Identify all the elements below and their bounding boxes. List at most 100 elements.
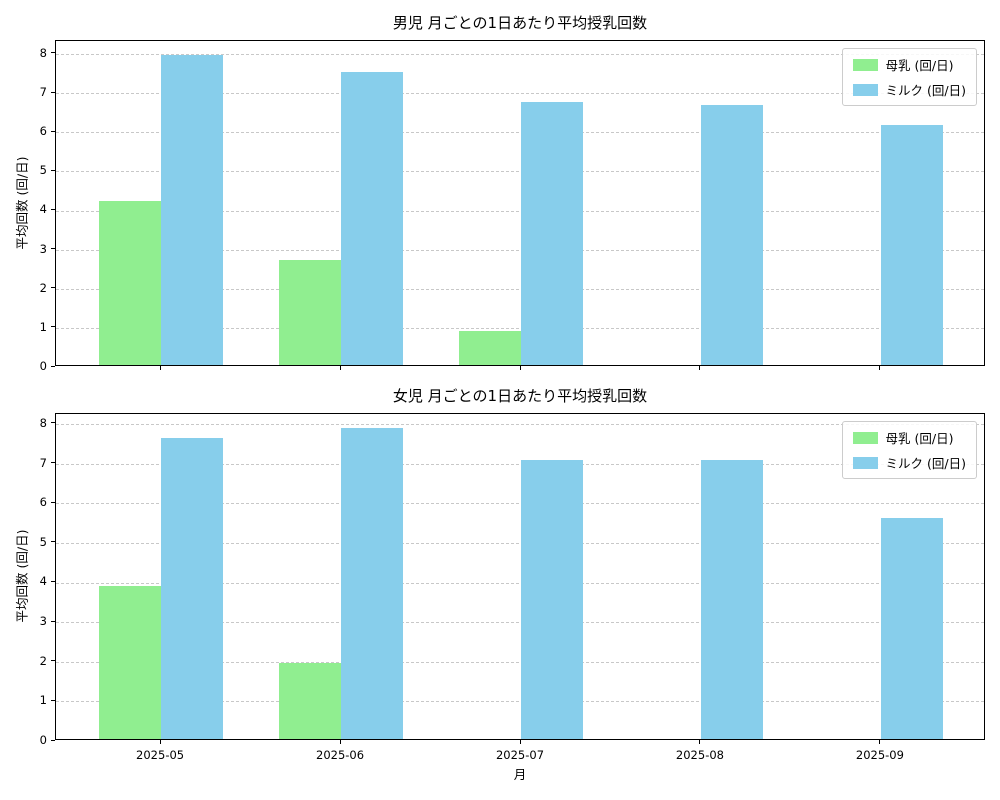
legend-item: ミルク (回/日) bbox=[852, 453, 966, 472]
bar-breast-2025-05 bbox=[99, 201, 162, 365]
y-tick-mark bbox=[51, 580, 55, 582]
legend: 母乳 (回/日) ミルク (回/日) bbox=[841, 48, 977, 106]
legend-item: ミルク (回/日) bbox=[852, 80, 966, 99]
y-tick-label: 0 bbox=[39, 733, 47, 747]
x-tick-label: 2025-07 bbox=[495, 748, 545, 762]
gridline-y1 bbox=[56, 701, 984, 703]
x-tick-mark bbox=[159, 366, 161, 370]
bar-breast-2025-05 bbox=[99, 585, 162, 739]
gridline-y4 bbox=[56, 210, 984, 212]
x-tick-mark bbox=[879, 740, 881, 744]
y-tick-label: 6 bbox=[39, 124, 47, 139]
gridline-y2 bbox=[56, 661, 984, 663]
x-tick-mark bbox=[159, 740, 161, 744]
gridline-y6 bbox=[56, 503, 984, 505]
y-tick-label: 3 bbox=[39, 241, 47, 256]
legend-label: ミルク (回/日) bbox=[885, 83, 966, 98]
x-axis-label: 月 bbox=[513, 767, 527, 782]
x-tick-mark bbox=[699, 740, 701, 744]
y-tick-mark bbox=[51, 501, 55, 503]
gridline-y5 bbox=[56, 542, 984, 544]
formula-milk-swatch-icon bbox=[852, 456, 878, 469]
y-tick-mark bbox=[51, 660, 55, 662]
y-tick-label: 2 bbox=[39, 653, 47, 668]
y-tick-label: 5 bbox=[39, 534, 47, 549]
y-tick-mark bbox=[51, 326, 55, 328]
gridline-y2 bbox=[56, 288, 984, 290]
y-tick-mark bbox=[51, 541, 55, 543]
bar-formula-2025-09 bbox=[880, 517, 943, 739]
x-tick-mark bbox=[519, 740, 521, 744]
gridline-y3 bbox=[56, 249, 984, 251]
chart-title-male: 男児 月ごとの1日あたり平均授乳回数 bbox=[392, 14, 648, 32]
gridline-y4 bbox=[56, 582, 984, 584]
gridline-y8 bbox=[56, 53, 984, 55]
plot-area-female: 母乳 (回/日) ミルク (回/日) bbox=[55, 413, 985, 740]
bar-breast-2025-06 bbox=[279, 662, 341, 739]
chart-title-female: 女児 月ごとの1日あたり平均授乳回数 bbox=[392, 387, 648, 405]
x-tick-mark bbox=[519, 366, 521, 370]
y-tick-label: 2 bbox=[39, 280, 47, 295]
breast-milk-swatch-icon bbox=[852, 58, 878, 71]
bar-formula-2025-09 bbox=[880, 124, 943, 365]
y-tick-label: 1 bbox=[39, 319, 47, 334]
y-tick-label: 8 bbox=[39, 45, 47, 60]
legend-item: 母乳 (回/日) bbox=[852, 55, 966, 74]
y-tick-mark bbox=[51, 130, 55, 132]
y-tick-label: 4 bbox=[39, 202, 47, 217]
y-tick-mark bbox=[51, 91, 55, 93]
y-tick-mark bbox=[51, 422, 55, 424]
legend-label: 母乳 (回/日) bbox=[885, 58, 954, 73]
x-tick-label: 2025-09 bbox=[855, 748, 904, 762]
y-tick-mark bbox=[51, 462, 55, 464]
y-tick-label: 0 bbox=[39, 359, 47, 373]
breast-milk-swatch-icon bbox=[852, 431, 878, 444]
bar-formula-2025-08 bbox=[701, 105, 763, 365]
gridline-y8 bbox=[56, 423, 984, 425]
x-tick-mark bbox=[699, 366, 701, 370]
gridline-y1 bbox=[56, 327, 984, 329]
legend-label: 母乳 (回/日) bbox=[885, 431, 954, 446]
y-tick-mark bbox=[51, 52, 55, 54]
y-tick-label: 4 bbox=[39, 574, 47, 589]
gridline-y3 bbox=[56, 622, 984, 624]
x-tick-label: 2025-06 bbox=[316, 748, 365, 762]
y-tick-label: 3 bbox=[39, 614, 47, 629]
gridline-y7 bbox=[56, 463, 984, 465]
y-tick-mark bbox=[51, 208, 55, 210]
formula-milk-swatch-icon bbox=[852, 83, 878, 96]
legend-item: 母乳 (回/日) bbox=[852, 428, 966, 447]
y-tick-mark bbox=[51, 365, 55, 367]
bar-breast-2025-06 bbox=[279, 259, 341, 365]
bar-formula-2025-05 bbox=[161, 54, 224, 365]
x-tick-label: 2025-08 bbox=[675, 748, 724, 762]
legend: 母乳 (回/日) ミルク (回/日) bbox=[841, 421, 977, 479]
gridline-y6 bbox=[56, 132, 984, 134]
legend-label: ミルク (回/日) bbox=[885, 456, 966, 471]
bar-formula-2025-07 bbox=[521, 102, 583, 365]
y-tick-label: 7 bbox=[39, 455, 47, 470]
x-tick-mark bbox=[339, 366, 341, 370]
x-tick-label: 2025-05 bbox=[136, 748, 185, 762]
y-tick-mark bbox=[51, 287, 55, 289]
y-tick-label: 5 bbox=[39, 163, 47, 178]
gridline-y7 bbox=[56, 93, 984, 95]
gridline-y5 bbox=[56, 171, 984, 173]
y-tick-label: 7 bbox=[39, 85, 47, 100]
y-tick-mark bbox=[51, 739, 55, 741]
bar-formula-2025-06 bbox=[341, 427, 403, 739]
y-tick-mark bbox=[51, 620, 55, 622]
y-tick-label: 8 bbox=[39, 415, 47, 430]
bar-formula-2025-08 bbox=[701, 460, 763, 739]
plot-area-male: 母乳 (回/日) ミルク (回/日) bbox=[55, 40, 985, 366]
x-tick-mark bbox=[879, 366, 881, 370]
bar-formula-2025-06 bbox=[341, 72, 403, 365]
y-tick-mark bbox=[51, 169, 55, 171]
bar-breast-2025-07 bbox=[459, 331, 521, 365]
y-tick-mark bbox=[51, 699, 55, 701]
y-tick-label: 6 bbox=[39, 495, 47, 510]
x-tick-mark bbox=[339, 740, 341, 744]
